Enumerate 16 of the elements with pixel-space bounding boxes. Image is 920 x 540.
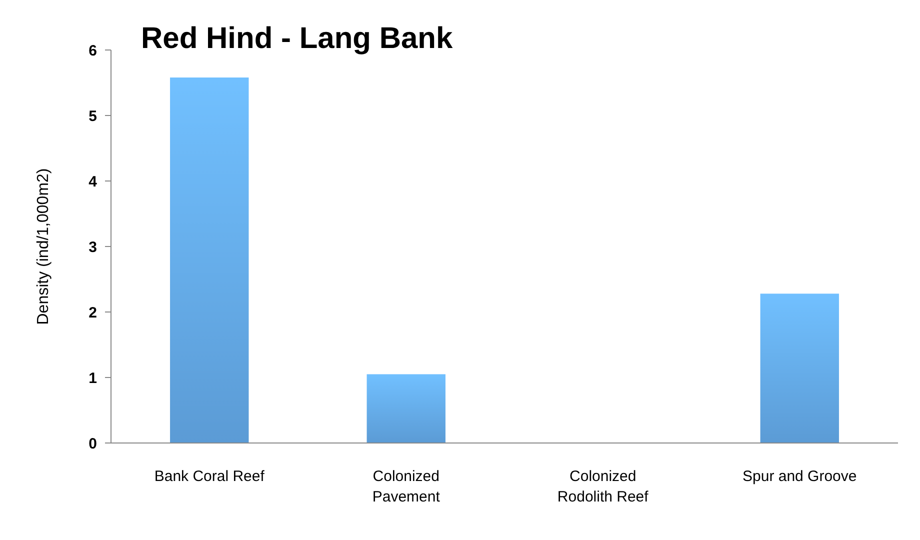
- y-tick-label: 1: [88, 370, 97, 387]
- y-tick-label: 6: [88, 42, 97, 60]
- y-tick-label: 5: [88, 108, 97, 125]
- y-tick-label: 2: [88, 304, 97, 322]
- x-tick-label: Bank Coral Reef: [154, 468, 266, 485]
- x-tick-label: Spur and Groove: [742, 468, 857, 485]
- y-tick-label: 3: [88, 238, 97, 256]
- bar: [366, 374, 446, 443]
- bar: [170, 78, 249, 443]
- bar: [760, 294, 839, 443]
- x-tick-label: Colonized Pavement: [372, 468, 441, 506]
- y-tick-label: 4: [88, 173, 98, 190]
- y-axis-title: Density (ind/1,000m2): [35, 168, 52, 325]
- y-tick-label: 0: [88, 435, 97, 452]
- chart-title: Red Hind - Lang Bank: [141, 22, 453, 55]
- x-tick-label: Colonized Rodolith Reef: [557, 468, 650, 506]
